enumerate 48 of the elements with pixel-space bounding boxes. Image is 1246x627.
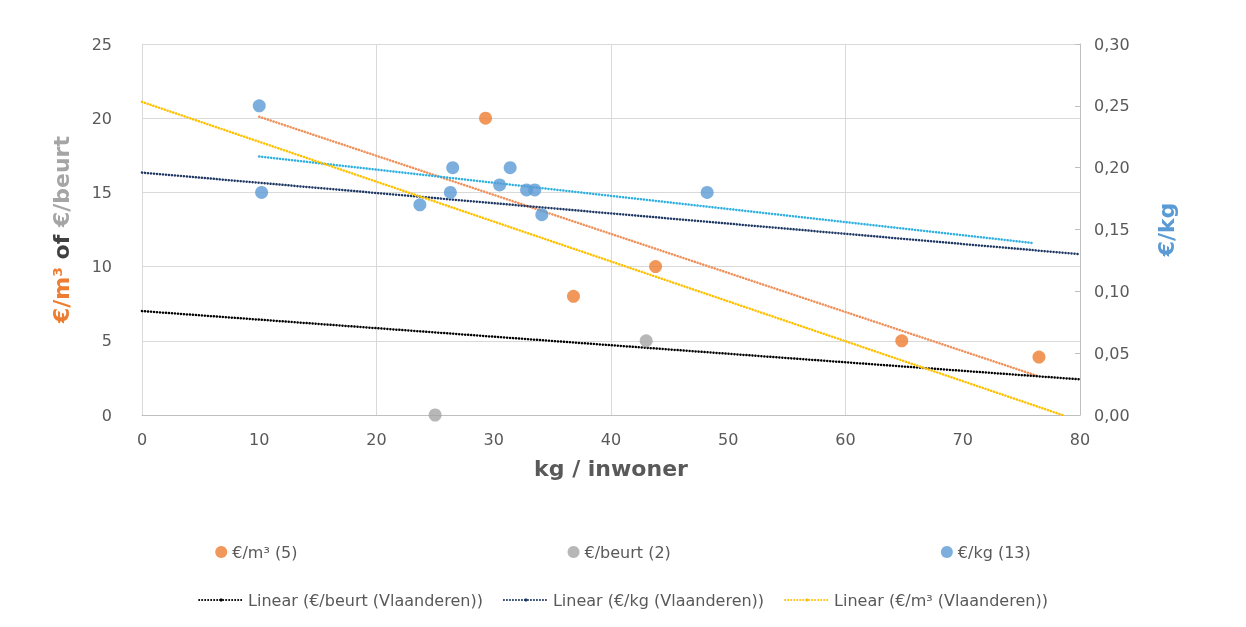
x-tick-label: 30 [483,429,504,449]
x-tick-label: 50 [718,429,739,449]
x-tick-label: 10 [249,429,270,449]
point [493,178,507,192]
point [1032,350,1046,364]
point [566,289,580,303]
legend-label: Linear (€/m³ (Vlaanderen)) [834,590,1048,610]
point [895,334,909,348]
legend-label: €/beurt (2) [584,542,671,562]
y-tick-label: 10 [91,257,112,277]
y2-tick-label: 0,10 [1094,281,1130,301]
x-tick-label: 0 [136,429,148,449]
y2-tick-label: 0,00 [1094,405,1130,425]
x-tick-label: 20 [366,429,387,449]
y-axis-title: €/m³ of €/beurt [48,135,74,324]
x-tick-label: 40 [600,429,622,449]
x-tick-label: 70 [952,429,973,449]
y-tick-label: 20 [91,108,112,128]
x-axis-title: kg / inwoner [534,455,689,481]
point [528,183,542,197]
point [639,334,653,348]
y2-tick-label: 0,15 [1094,220,1130,239]
legend-label: Linear (€/kg (Vlaanderen)) [552,590,765,610]
point [503,161,517,175]
point [535,208,549,222]
y2-tick-label: 0,25 [1094,96,1130,116]
point [255,185,269,199]
point [428,408,442,422]
point [700,185,714,199]
point [443,185,457,199]
x-tick-label: 80 [1069,429,1091,449]
point [413,198,427,212]
y-tick-label: 5 [101,331,112,351]
legend-label: €/m³ (5) [232,542,298,562]
y2-tick-label: 0,30 [1094,34,1130,54]
point [479,111,493,125]
point [252,99,266,113]
point [446,161,460,175]
point [649,260,663,274]
y2-tick-label: 0,20 [1094,158,1130,178]
y2-tick-label: 0,05 [1094,343,1130,363]
legend-label: Linear (€/beurt (Vlaanderen)) [248,590,483,610]
y-tick-label: 0 [101,405,112,425]
y-tick-label: 15 [91,182,112,202]
x-tick-label: 60 [835,429,856,449]
legend-label: €/kg (13) [957,542,1031,562]
y-tick-label: 25 [91,34,112,54]
y2-axis-title: €/kg [1153,202,1179,258]
